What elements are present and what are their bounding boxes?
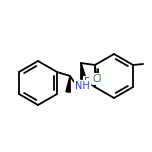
Text: Cl: Cl (92, 74, 102, 84)
Polygon shape (66, 76, 70, 92)
Polygon shape (81, 63, 85, 79)
Text: NH: NH (75, 81, 89, 91)
Text: F: F (84, 77, 90, 87)
